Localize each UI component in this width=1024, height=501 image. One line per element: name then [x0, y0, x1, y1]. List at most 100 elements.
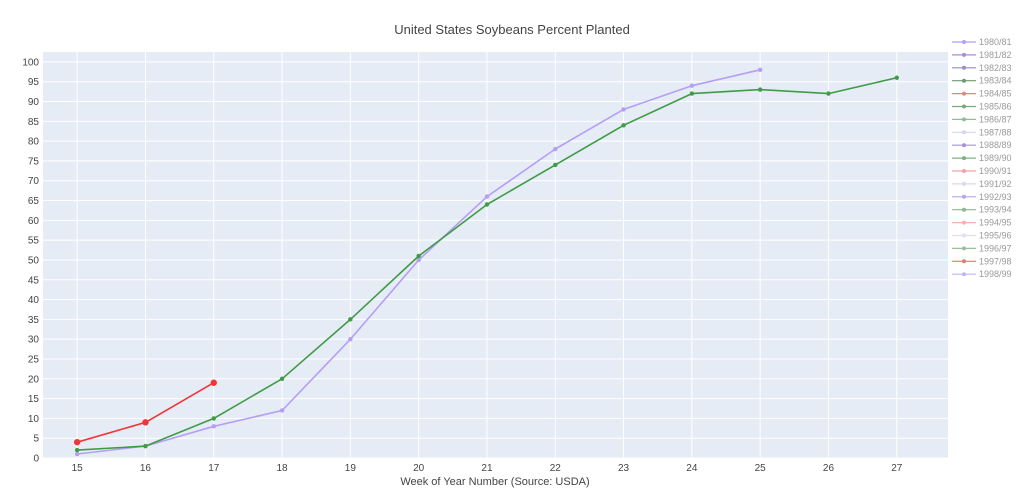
legend-swatch-marker [962, 181, 966, 186]
legend-item[interactable]: 1987/88 [952, 127, 1012, 137]
legend-label: 1990/91 [979, 166, 1012, 176]
grid-lines [43, 52, 948, 459]
legend-swatch-marker [962, 169, 966, 173]
data-point[interactable] [689, 91, 695, 96]
data-point[interactable] [757, 67, 763, 73]
legend-item[interactable]: 1989/90 [952, 153, 1012, 163]
data-point[interactable] [484, 202, 490, 207]
x-tick-label: 22 [550, 463, 562, 474]
legend-item[interactable]: 1981/82 [952, 50, 1012, 60]
legend-item[interactable]: 1997/98 [952, 256, 1012, 266]
x-axis-ticks: 15 16 17 18 19 20 21 22 23 24 25 26 27 [72, 463, 903, 474]
data-point[interactable] [621, 107, 626, 112]
x-axis-title: Week of Year Number (Source: USDA) [400, 476, 589, 488]
legend-label: 1985/86 [979, 102, 1012, 112]
legend-swatch-marker [962, 130, 966, 135]
y-tick-label: 60 [28, 216, 40, 227]
legend-label: 1989/90 [979, 153, 1012, 163]
data-point[interactable] [279, 408, 285, 413]
x-tick-label: 26 [823, 463, 835, 474]
data-point[interactable] [279, 376, 285, 381]
legend-label: 1987/88 [979, 127, 1012, 137]
x-tick-label: 27 [891, 463, 903, 474]
legend-swatch-marker [962, 91, 966, 96]
legend-swatch-marker [962, 259, 966, 264]
data-point[interactable] [74, 451, 80, 457]
y-tick-label: 0 [33, 454, 39, 465]
legend-swatch-marker [962, 52, 966, 57]
y-tick-label: 75 [28, 156, 40, 167]
data-point[interactable] [74, 447, 80, 453]
plot-area [43, 52, 948, 458]
data-point[interactable] [484, 194, 490, 199]
data-point[interactable] [348, 336, 353, 342]
legend-label: 1984/85 [979, 89, 1012, 99]
y-tick-label: 100 [22, 57, 39, 68]
chart-title: United States Soybeans Percent Planted [394, 22, 630, 37]
data-point[interactable] [348, 317, 353, 322]
legend-item[interactable]: 1986/87 [952, 114, 1012, 124]
legend-item[interactable]: 1992/93 [952, 192, 1012, 202]
y-tick-label: 50 [28, 255, 40, 266]
data-point[interactable] [416, 257, 421, 263]
y-tick-label: 5 [33, 434, 39, 445]
y-tick-label: 35 [28, 315, 40, 326]
legend-swatch-marker [962, 104, 966, 109]
legend-item[interactable]: 1990/91 [952, 166, 1012, 176]
legend-item[interactable]: 1982/83 [952, 63, 1012, 73]
legend-item[interactable]: 1980/81 [952, 37, 1012, 47]
data-point[interactable] [757, 87, 763, 92]
legend-swatch-marker [962, 207, 966, 212]
legend-label: 1991/92 [979, 179, 1012, 189]
series-layer [73, 67, 899, 457]
legend-item[interactable]: 1993/94 [952, 205, 1012, 215]
legend-swatch-marker [962, 156, 966, 161]
y-tick-label: 90 [28, 97, 40, 108]
data-point[interactable] [143, 443, 148, 449]
data-point[interactable] [894, 75, 899, 80]
legend-label: 1995/96 [979, 231, 1012, 241]
data-point[interactable] [553, 146, 558, 152]
legend-swatch-marker [962, 40, 966, 44]
legend-item[interactable]: 1991/92 [952, 179, 1012, 189]
data-point[interactable] [73, 438, 81, 446]
legend-label: 1996/97 [979, 243, 1012, 253]
legend-item[interactable]: 1985/86 [952, 102, 1012, 112]
y-axis-ticks: 0 5 10 15 20 25 30 35 40 45 50 55 60 65 70 75 80 85 90 95 10… [22, 57, 39, 464]
y-tick-label: 95 [28, 77, 40, 88]
legend-swatch-marker [962, 194, 966, 199]
legend-item[interactable]: 1995/96 [952, 231, 1012, 241]
legend-swatch-marker [962, 65, 966, 70]
legend-item[interactable]: 1988/89 [952, 140, 1012, 150]
y-tick-label: 30 [28, 335, 40, 346]
legend-item[interactable]: 1994/95 [952, 218, 1012, 228]
data-point[interactable] [826, 91, 831, 96]
data-point[interactable] [416, 253, 421, 259]
y-tick-label: 80 [28, 137, 40, 148]
legend-label: 1988/89 [979, 140, 1012, 150]
legend-item[interactable]: 1984/85 [952, 89, 1012, 99]
data-point[interactable] [210, 379, 217, 386]
series-1982-83 [73, 379, 217, 446]
data-point[interactable] [211, 424, 216, 429]
legend-label: 1993/94 [979, 205, 1012, 215]
legend-item[interactable]: 1983/84 [952, 76, 1012, 86]
legend-swatch-marker [962, 272, 966, 277]
legend-swatch-marker [962, 143, 966, 148]
legend-label: 1986/87 [979, 114, 1012, 124]
legend-swatch-marker [962, 78, 966, 83]
legend-item[interactable]: 1996/97 [952, 243, 1012, 253]
legend-swatch-marker [962, 246, 966, 251]
x-tick-label: 24 [686, 463, 698, 474]
legend-label: 1998/99 [979, 269, 1012, 279]
x-tick-label: 19 [345, 463, 357, 474]
data-point[interactable] [211, 416, 216, 421]
y-tick-label: 45 [28, 275, 40, 286]
data-point[interactable] [142, 419, 149, 426]
legend-item[interactable]: 1998/99 [952, 269, 1012, 279]
data-point[interactable] [689, 83, 695, 88]
legend-label: 1997/98 [979, 256, 1012, 266]
data-point[interactable] [621, 123, 626, 128]
data-point[interactable] [553, 162, 558, 168]
y-tick-label: 10 [28, 414, 40, 425]
